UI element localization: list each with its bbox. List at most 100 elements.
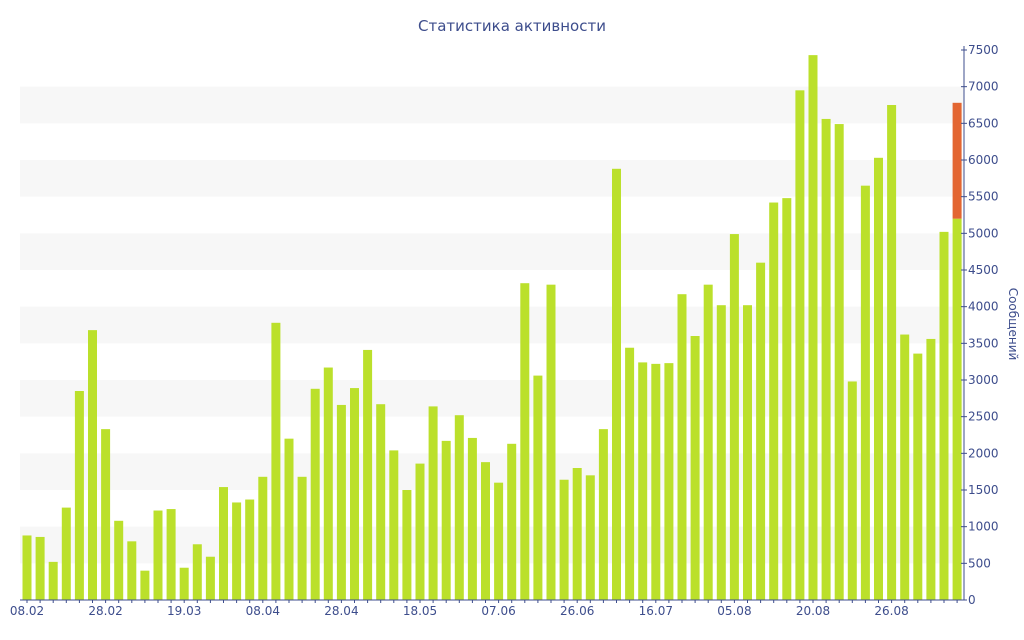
bar bbox=[205, 556, 215, 600]
bar bbox=[441, 440, 451, 600]
bar bbox=[520, 283, 530, 600]
y-tick-label: 3500 bbox=[968, 336, 999, 350]
bar bbox=[350, 388, 359, 600]
bar bbox=[834, 124, 844, 601]
bar bbox=[808, 55, 818, 600]
bar bbox=[454, 415, 464, 600]
y-tick-label: 1500 bbox=[968, 483, 999, 497]
bar bbox=[821, 118, 831, 600]
bar bbox=[874, 157, 883, 601]
y-tick-label: 2500 bbox=[968, 410, 999, 424]
bar bbox=[258, 476, 268, 600]
y-tick-label: 500 bbox=[968, 556, 991, 570]
bar bbox=[297, 476, 307, 600]
bar bbox=[887, 105, 897, 600]
grid-band bbox=[20, 453, 964, 490]
y-tick-label: 7000 bbox=[968, 80, 999, 94]
bar bbox=[756, 262, 766, 600]
y-axis-label: Сообщений bbox=[1006, 288, 1020, 361]
bar bbox=[153, 510, 163, 600]
bar bbox=[939, 231, 949, 600]
bar bbox=[61, 507, 71, 600]
y-tick-label: 1000 bbox=[968, 520, 999, 534]
x-axis: 08.02 28.02 19.03 08.04 28.04 18.05 07.06 26.06… bbox=[10, 599, 964, 618]
bar bbox=[245, 499, 255, 600]
bar bbox=[481, 462, 490, 600]
bar bbox=[74, 391, 84, 600]
bar bbox=[612, 168, 621, 601]
bar bbox=[494, 482, 504, 600]
bar bbox=[507, 443, 517, 600]
grid-bands bbox=[20, 86, 964, 564]
bar bbox=[402, 490, 412, 600]
bar bbox=[664, 363, 674, 600]
bar bbox=[88, 330, 97, 600]
y-tick-label: 6000 bbox=[968, 153, 999, 167]
bar bbox=[363, 349, 373, 600]
bar bbox=[336, 404, 346, 600]
bar bbox=[22, 535, 32, 600]
bar bbox=[860, 185, 870, 600]
chart-title: Статистика активности bbox=[418, 17, 606, 35]
bar bbox=[467, 437, 477, 600]
x-tick-label: 28.04 bbox=[324, 604, 358, 618]
bar bbox=[703, 284, 713, 600]
bar bbox=[271, 322, 281, 600]
x-tick-label: 20.08 bbox=[796, 604, 830, 618]
bar bbox=[782, 198, 792, 600]
bar bbox=[716, 305, 726, 600]
bar bbox=[847, 381, 857, 600]
grid-band bbox=[20, 86, 964, 124]
grid-band bbox=[20, 306, 964, 344]
bar bbox=[795, 90, 805, 600]
y-axis: 0 500 1000 1500 2000 2500 3000 3500 4000 4500 5000… bbox=[961, 43, 999, 607]
bar bbox=[389, 450, 399, 600]
bar bbox=[415, 463, 425, 600]
bar bbox=[638, 362, 648, 600]
bar bbox=[114, 520, 124, 600]
y-tick-label: 3000 bbox=[968, 373, 999, 387]
grid-band bbox=[20, 526, 964, 564]
bar bbox=[926, 338, 936, 600]
bar bbox=[48, 561, 58, 600]
x-tick-label: 26.06 bbox=[560, 604, 594, 618]
bar bbox=[572, 468, 582, 600]
bar bbox=[546, 284, 556, 600]
bar bbox=[310, 388, 320, 600]
x-tick-label: 16.07 bbox=[639, 604, 673, 618]
bar bbox=[952, 218, 962, 600]
bar bbox=[284, 438, 294, 600]
bar bbox=[769, 202, 779, 601]
bar bbox=[101, 429, 111, 600]
grid-band bbox=[20, 233, 964, 270]
bar bbox=[913, 353, 923, 600]
bar bbox=[559, 479, 569, 600]
bar bbox=[598, 429, 608, 600]
x-tick-label: 08.04 bbox=[246, 604, 280, 618]
bar bbox=[729, 234, 739, 601]
bar bbox=[428, 406, 438, 600]
bar bbox=[533, 375, 543, 600]
grid-band bbox=[20, 380, 964, 417]
bars bbox=[22, 55, 962, 601]
x-tick-label: 19.03 bbox=[167, 604, 201, 618]
y-tick-label: 4500 bbox=[968, 263, 999, 277]
x-tick-label: 26.08 bbox=[874, 604, 908, 618]
bar bbox=[192, 544, 202, 600]
bar bbox=[677, 294, 687, 600]
x-tick-label: 05.08 bbox=[717, 604, 751, 618]
bar bbox=[219, 487, 228, 600]
bar bbox=[140, 570, 150, 600]
bar bbox=[323, 367, 333, 600]
bar bbox=[585, 475, 595, 600]
bar bbox=[127, 541, 137, 600]
bar bbox=[690, 336, 700, 600]
bar bbox=[376, 404, 386, 600]
y-tick-label: 5000 bbox=[968, 226, 999, 240]
bar bbox=[900, 334, 910, 600]
bar bbox=[232, 502, 242, 600]
y-tick-label: 5500 bbox=[968, 190, 999, 204]
x-tick-label: 08.02 bbox=[10, 604, 44, 618]
x-tick-label: 07.06 bbox=[481, 604, 515, 618]
